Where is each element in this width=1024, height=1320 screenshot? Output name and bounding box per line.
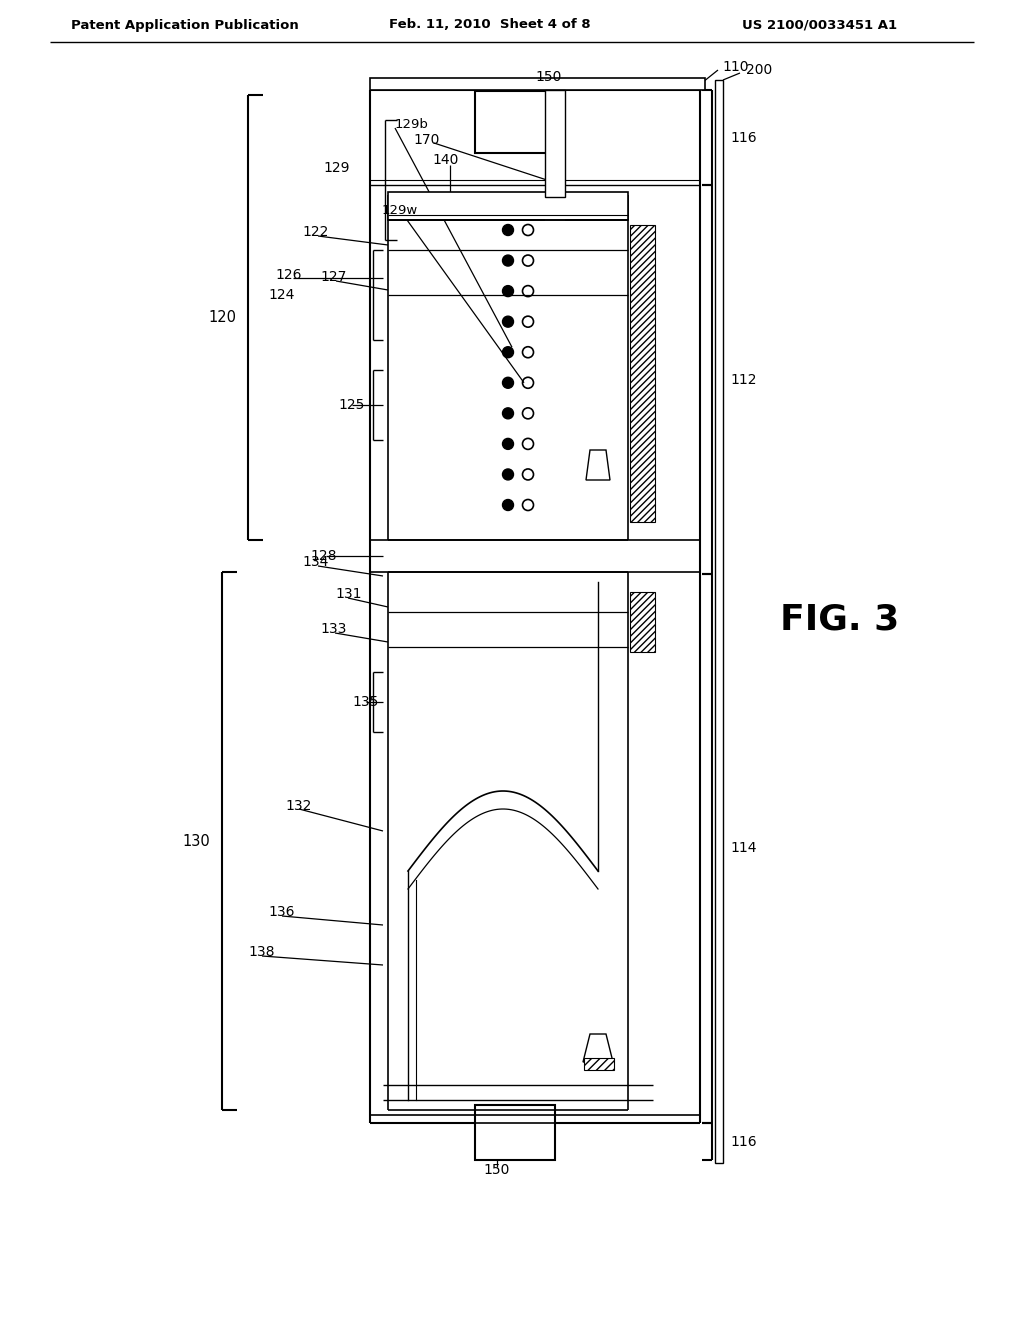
Circle shape bbox=[503, 499, 513, 511]
Text: 127: 127 bbox=[319, 271, 346, 284]
Text: 126: 126 bbox=[275, 268, 301, 282]
Text: 136: 136 bbox=[268, 906, 295, 919]
Text: 133: 133 bbox=[319, 622, 346, 636]
Bar bbox=[630, 224, 655, 521]
Bar bbox=[545, 90, 565, 197]
Text: 120: 120 bbox=[208, 310, 236, 325]
Polygon shape bbox=[583, 1034, 613, 1063]
Text: 130: 130 bbox=[182, 833, 210, 849]
Circle shape bbox=[503, 224, 513, 235]
Text: 131: 131 bbox=[335, 587, 361, 601]
Text: 116: 116 bbox=[730, 131, 757, 144]
Text: 122: 122 bbox=[302, 224, 329, 239]
Circle shape bbox=[503, 408, 513, 418]
Text: 140: 140 bbox=[432, 153, 459, 168]
Text: 129: 129 bbox=[324, 161, 350, 176]
Circle shape bbox=[503, 469, 513, 480]
Polygon shape bbox=[586, 450, 610, 480]
Text: 110: 110 bbox=[722, 59, 749, 74]
Bar bbox=[584, 1059, 614, 1071]
Text: 129b: 129b bbox=[395, 119, 429, 132]
Circle shape bbox=[503, 285, 513, 297]
Text: Patent Application Publication: Patent Application Publication bbox=[71, 18, 299, 32]
Circle shape bbox=[503, 255, 513, 267]
Text: 200: 200 bbox=[746, 63, 772, 77]
Text: 132: 132 bbox=[285, 799, 311, 813]
Text: FIG. 3: FIG. 3 bbox=[780, 603, 900, 638]
Circle shape bbox=[503, 317, 513, 327]
Circle shape bbox=[503, 438, 513, 449]
Text: 116: 116 bbox=[730, 1134, 757, 1148]
Circle shape bbox=[503, 347, 513, 358]
Bar bbox=[388, 191, 628, 220]
Circle shape bbox=[503, 378, 513, 388]
Bar bbox=[370, 78, 705, 90]
Text: 125: 125 bbox=[338, 399, 365, 412]
Bar bbox=[715, 81, 723, 1163]
Text: 134: 134 bbox=[302, 554, 329, 569]
Text: Feb. 11, 2010  Sheet 4 of 8: Feb. 11, 2010 Sheet 4 of 8 bbox=[389, 18, 591, 32]
Text: 170: 170 bbox=[413, 133, 439, 147]
Text: 112: 112 bbox=[730, 372, 757, 387]
Text: 128: 128 bbox=[310, 549, 337, 564]
Text: 124: 124 bbox=[268, 288, 295, 302]
Text: 129w: 129w bbox=[382, 203, 418, 216]
Bar bbox=[475, 91, 555, 153]
Text: 114: 114 bbox=[730, 842, 757, 855]
Bar bbox=[630, 591, 655, 652]
Text: 150: 150 bbox=[483, 1163, 510, 1177]
Bar bbox=[475, 1105, 555, 1160]
Text: 135: 135 bbox=[352, 696, 379, 709]
Text: 138: 138 bbox=[248, 945, 274, 960]
Text: US 2100/0033451 A1: US 2100/0033451 A1 bbox=[742, 18, 898, 32]
Text: 150: 150 bbox=[535, 70, 561, 84]
